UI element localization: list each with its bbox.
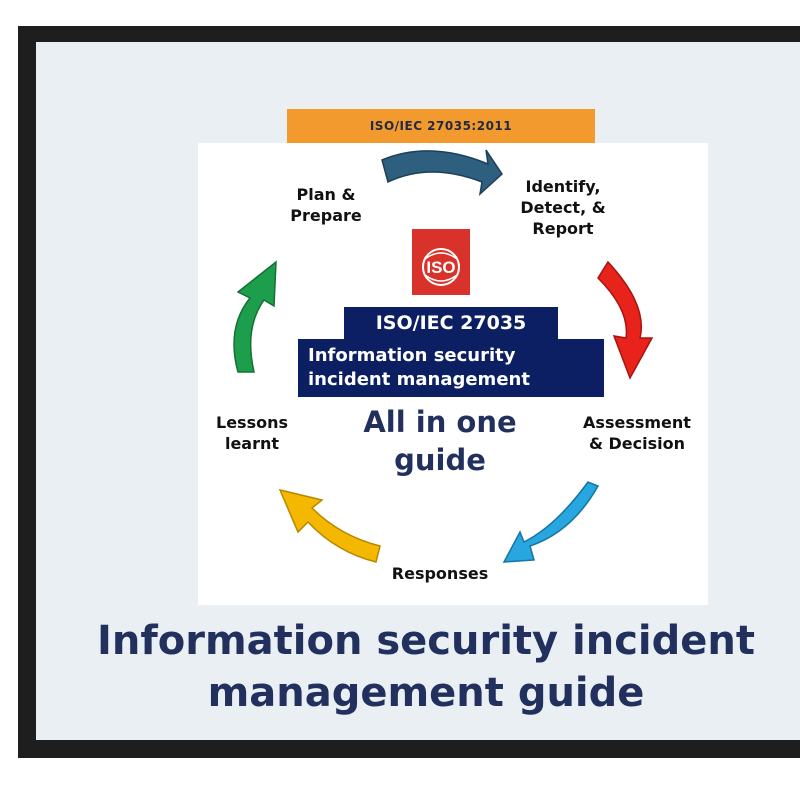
stage-responses: Responses — [391, 564, 489, 583]
arrow-assess-to-responses — [502, 481, 600, 563]
stage-plan-prepare: Plan & Prepare — [290, 185, 362, 225]
arrow-lessons-to-plan — [233, 260, 277, 373]
arrow-plan-to-identify — [381, 149, 503, 197]
standard-code: ISO/IEC 27035 — [344, 307, 558, 339]
tagline: All in one guide — [363, 405, 517, 477]
iso-logo: ISO — [412, 229, 470, 295]
arrow-identify-to-assess — [597, 260, 654, 380]
stage-lessons-learnt: Lessons learnt — [216, 413, 288, 453]
page-title: Information security incident management… — [96, 618, 755, 716]
stage-identify-detect-report: Identify, Detect, & Report — [520, 177, 606, 238]
svg-text:ISO: ISO — [426, 258, 455, 277]
arrow-responses-to-lessons — [278, 488, 381, 563]
standard-banner: ISO/IEC 27035:2011 — [287, 109, 595, 143]
standard-title: Information security incident management — [298, 339, 604, 397]
stage-assessment-decision: Assessment & Decision — [583, 413, 691, 453]
